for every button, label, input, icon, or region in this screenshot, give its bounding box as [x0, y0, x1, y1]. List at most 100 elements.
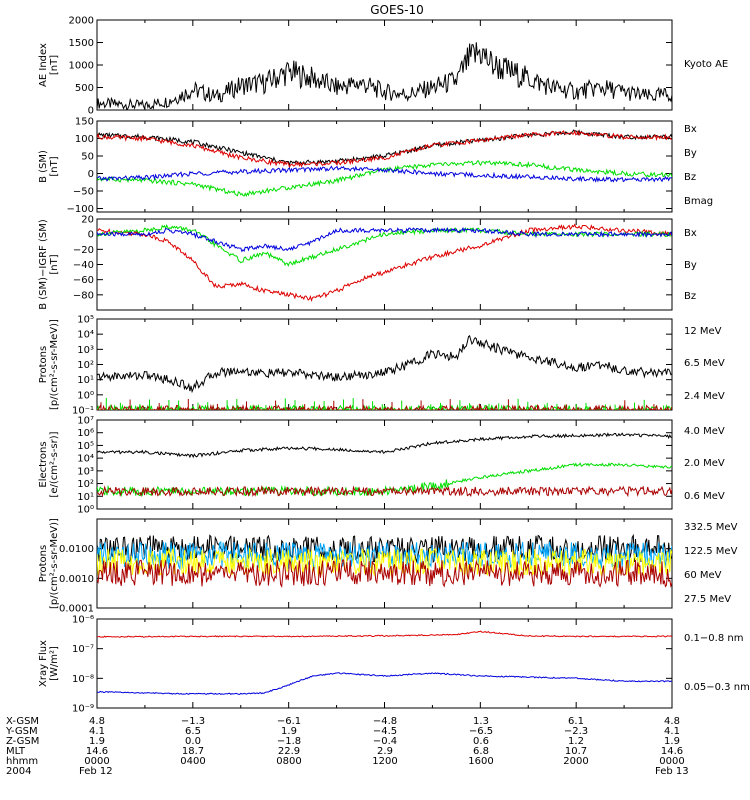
ephemeris-row-label: Y-GSM	[5, 726, 38, 737]
legend-entry: 60 MeV	[684, 570, 722, 581]
legend-entry: Bx	[684, 228, 697, 239]
ephemeris-value: 6.5	[185, 726, 201, 737]
y-tick-label: 50	[81, 152, 94, 163]
legend-entry: 2.0 MeV	[684, 458, 725, 469]
year-label: 2004	[6, 766, 31, 777]
series-line	[97, 334, 672, 394]
y-tick-label: 10⁻⁶	[72, 615, 94, 626]
series-line	[97, 129, 672, 169]
legend-entry: 332.5 MeV	[684, 522, 738, 533]
ephemeris-row-label: MLT	[6, 746, 26, 757]
ephemeris-footer: X-GSM 4.8 −1.3 −6.1 −4.8 1.3 6.1 4.8 Y-GSM 4.1 6.5…	[5, 716, 689, 777]
y-axis-label: [nT]	[49, 254, 60, 274]
y-axis-label: [p/(cm²-s-sr-MeV)]	[49, 518, 60, 609]
ephemeris-value: −1.8	[277, 736, 301, 747]
y-tick-label: 0	[88, 230, 94, 241]
ephemeris-value: −1.3	[181, 716, 205, 727]
y-tick-label: 10²	[77, 479, 94, 490]
ephemeris-value: 0.6	[473, 736, 489, 747]
y-axis-label: [W/m²]	[49, 646, 60, 681]
panel-6: 0.0001 0.0010 0.0100 Protons [p/(cm²-s-sr-Me…	[38, 518, 738, 615]
ephemeris-value: 0000	[659, 756, 684, 767]
ephemeris-value: 4.1	[664, 726, 680, 737]
legend-entry: Bz	[684, 172, 696, 183]
series-line	[97, 42, 672, 110]
series-line	[97, 226, 672, 253]
y-tick-label: 0	[88, 169, 94, 180]
panel-frame	[96, 518, 673, 609]
y-tick-label: 100	[75, 134, 94, 145]
y-tick-label: 0.0100	[59, 544, 94, 555]
y-axis-label: [nT]	[49, 156, 60, 176]
y-tick-label: 10⁻⁷	[72, 644, 94, 655]
panel-4: 10⁻¹ 10⁰ 10¹ 10² 10³ 10⁴ 10⁵ Protons [p/(cm²-s-s…	[38, 315, 725, 417]
y-tick-label: 10⁵	[77, 441, 94, 452]
y-tick-label: 10⁻¹	[72, 406, 94, 417]
series-line	[97, 223, 672, 302]
legend-entry: Bz	[684, 291, 696, 302]
y-tick-label: −20	[73, 245, 94, 256]
ephemeris-value: −2.3	[564, 726, 588, 737]
series-line	[97, 630, 672, 638]
ephemeris-value: 18.7	[182, 746, 204, 757]
y-tick-label: 10⁷	[77, 416, 94, 427]
ephemeris-value: 4.8	[664, 716, 680, 727]
y-axis-label: B (SM)	[38, 150, 49, 183]
y-axis-label: [e/(cm²-s-sr)]	[49, 431, 60, 497]
y-tick-label: −40	[73, 260, 94, 271]
y-tick-label: −80	[73, 290, 94, 301]
ephemeris-value: 14.6	[661, 746, 683, 757]
y-tick-label: 1500	[69, 38, 94, 49]
legend-entry: By	[684, 260, 697, 271]
y-axis-label: Xray Flux	[38, 640, 49, 687]
y-tick-label: −50	[73, 187, 94, 198]
legend-entry: Bmag	[684, 196, 713, 207]
y-tick-label: 10³	[77, 345, 94, 356]
ephemeris-value: −6.5	[469, 726, 493, 737]
chart-title: GOES-10	[370, 3, 424, 17]
ephemeris-value: 1.3	[473, 716, 489, 727]
ephemeris-value: 2000	[563, 756, 588, 767]
y-tick-label: 0.0010	[59, 574, 94, 585]
y-tick-label: 150	[75, 117, 94, 128]
ephemeris-value: −4.8	[373, 716, 397, 727]
ephemeris-value: 22.9	[278, 746, 300, 757]
y-tick-label: 0	[88, 106, 94, 117]
y-tick-label: 10⁴	[77, 454, 94, 465]
series-line	[97, 432, 672, 459]
series-line	[97, 672, 672, 696]
ephemeris-value: −0.4	[373, 736, 397, 747]
ephemeris-value: 1.9	[664, 736, 680, 747]
legend-entry: 0.1−0.8 nm	[684, 633, 743, 644]
ephemeris-row-label: Z-GSM	[6, 736, 39, 747]
ephemeris-value: 14.6	[86, 746, 108, 757]
y-axis-label: Protons	[38, 545, 49, 582]
ephemeris-value: 10.7	[565, 746, 587, 757]
ephemeris-value: 1.9	[89, 736, 105, 747]
panel-1: 0 500 1000 1500 2000 AE Index [nT] Kyoto AE	[38, 16, 728, 117]
y-tick-label: 10³	[77, 466, 94, 477]
ephemeris-value: 1200	[372, 756, 397, 767]
series-line	[97, 558, 672, 589]
legend-entry: Bx	[684, 124, 697, 135]
y-tick-label: 10⁰	[77, 390, 94, 401]
series-line	[97, 160, 672, 198]
end-date-label: Feb 13	[655, 766, 689, 777]
legend-entry: 12 MeV	[684, 326, 722, 337]
y-tick-label: 10⁰	[77, 505, 94, 516]
legend-entry: 2.4 MeV	[684, 391, 725, 402]
ephemeris-row-label: hhmm	[6, 756, 38, 767]
y-tick-label: 500	[75, 83, 94, 94]
y-tick-label: 10¹	[77, 492, 94, 503]
panel-3: −80 −60 −40 −20 0 20 B (SM)−IGRF (SM) [nT] Bx By B…	[38, 215, 697, 311]
legend-entry: 27.5 MeV	[684, 594, 731, 605]
panel-2: −100 −50 0 50 100 150 B (SM) [nT] Bx By Bz Bmag	[38, 117, 713, 216]
y-tick-label: 0.0001	[59, 604, 94, 615]
ephemeris-value: 6.1	[568, 716, 584, 727]
panel-frame	[96, 419, 673, 510]
ephemeris-value: 0400	[180, 756, 205, 767]
ephemeris-value: 0000	[84, 756, 109, 767]
y-tick-label: 10⁴	[77, 330, 94, 341]
